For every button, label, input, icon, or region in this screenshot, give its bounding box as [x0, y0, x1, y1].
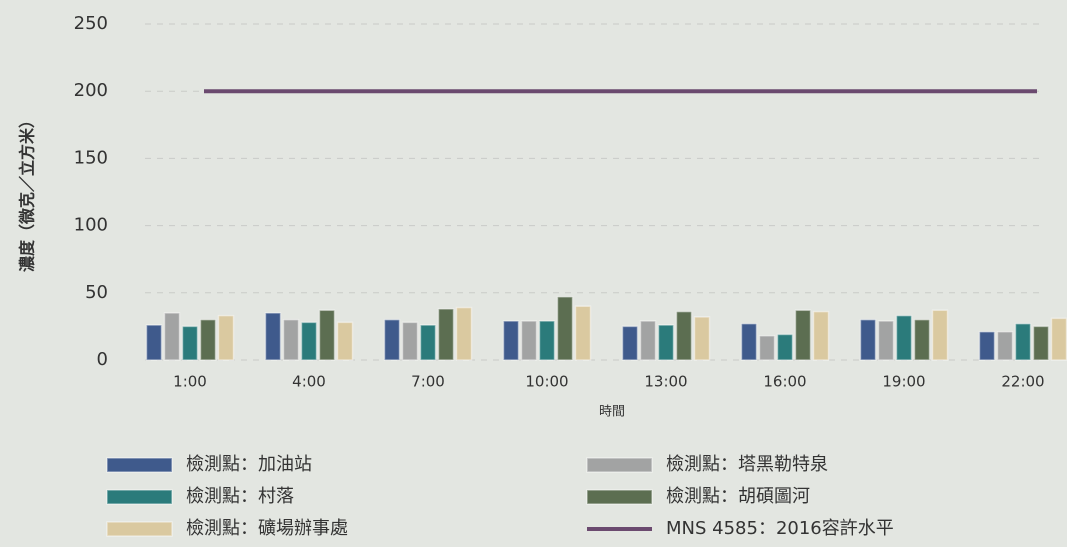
x-tick-label: 16:00: [763, 373, 806, 391]
bar: [621, 325, 639, 361]
bar: [556, 296, 574, 361]
bar: [199, 318, 217, 361]
bar: [383, 318, 401, 361]
bar: [455, 306, 473, 361]
x-tick-label: 10:00: [525, 373, 568, 391]
legend-label: 檢測點：加油站: [186, 454, 312, 475]
bar: [1014, 322, 1032, 361]
bar: [520, 320, 538, 361]
legend-label: 檢測點：胡碩圖河: [666, 486, 810, 507]
x-tick-label: 22:00: [1001, 373, 1044, 391]
bar: [300, 321, 318, 361]
legend-swatch: [106, 457, 173, 473]
legend-label: MNS 4585：2016容許水平: [666, 518, 894, 539]
y-axis-label: 濃度（微克／立方米）: [18, 112, 37, 272]
x-tick-label: 4:00: [292, 373, 326, 391]
y-tick-label: 0: [97, 349, 108, 370]
legend-label: 檢測點：村落: [186, 486, 294, 507]
x-tick-label: 1:00: [173, 373, 207, 391]
legend-swatch: [586, 457, 653, 473]
bar: [794, 309, 812, 361]
bar: [217, 314, 235, 361]
bar: [859, 318, 877, 361]
legend-swatch: [586, 489, 653, 505]
bar: [812, 310, 830, 361]
bar: [996, 331, 1014, 361]
bar: [657, 324, 675, 361]
legend-label: 檢測點：塔黑勒特泉: [666, 454, 828, 475]
legend-swatch: [106, 521, 173, 537]
y-tick-label: 150: [74, 147, 108, 168]
y-tick-label: 50: [85, 282, 108, 303]
bar: [877, 320, 895, 361]
bar: [931, 309, 949, 361]
bar: [264, 312, 282, 361]
bar: [163, 312, 181, 361]
bar: [145, 324, 163, 361]
bar: [181, 325, 199, 361]
bar: [978, 331, 996, 361]
bar: [913, 318, 931, 361]
bar: [574, 305, 592, 361]
bar: [538, 320, 556, 361]
bar: [401, 321, 419, 361]
x-tick-label: 7:00: [411, 373, 445, 391]
bar: [740, 322, 758, 361]
x-tick-label: 13:00: [644, 373, 687, 391]
bar: [282, 318, 300, 361]
y-tick-label: 100: [74, 215, 108, 236]
bar: [1032, 325, 1050, 361]
bar: [895, 314, 913, 361]
bar: [336, 321, 354, 361]
bar: [1050, 317, 1067, 361]
bar: [437, 308, 455, 361]
bar: [693, 316, 711, 361]
x-axis-label: 時間: [599, 405, 625, 420]
y-tick-label: 200: [74, 80, 108, 101]
bar: [502, 320, 520, 361]
bar: [675, 310, 693, 361]
x-tick-label: 19:00: [882, 373, 925, 391]
bar: [758, 335, 776, 361]
bar: [639, 320, 657, 361]
bar: [419, 324, 437, 361]
y-tick-label: 250: [74, 13, 108, 34]
legend-swatch: [106, 489, 173, 505]
bar: [318, 309, 336, 361]
legend-label: 檢測點：礦場辦事處: [186, 518, 348, 539]
bar: [776, 333, 794, 361]
